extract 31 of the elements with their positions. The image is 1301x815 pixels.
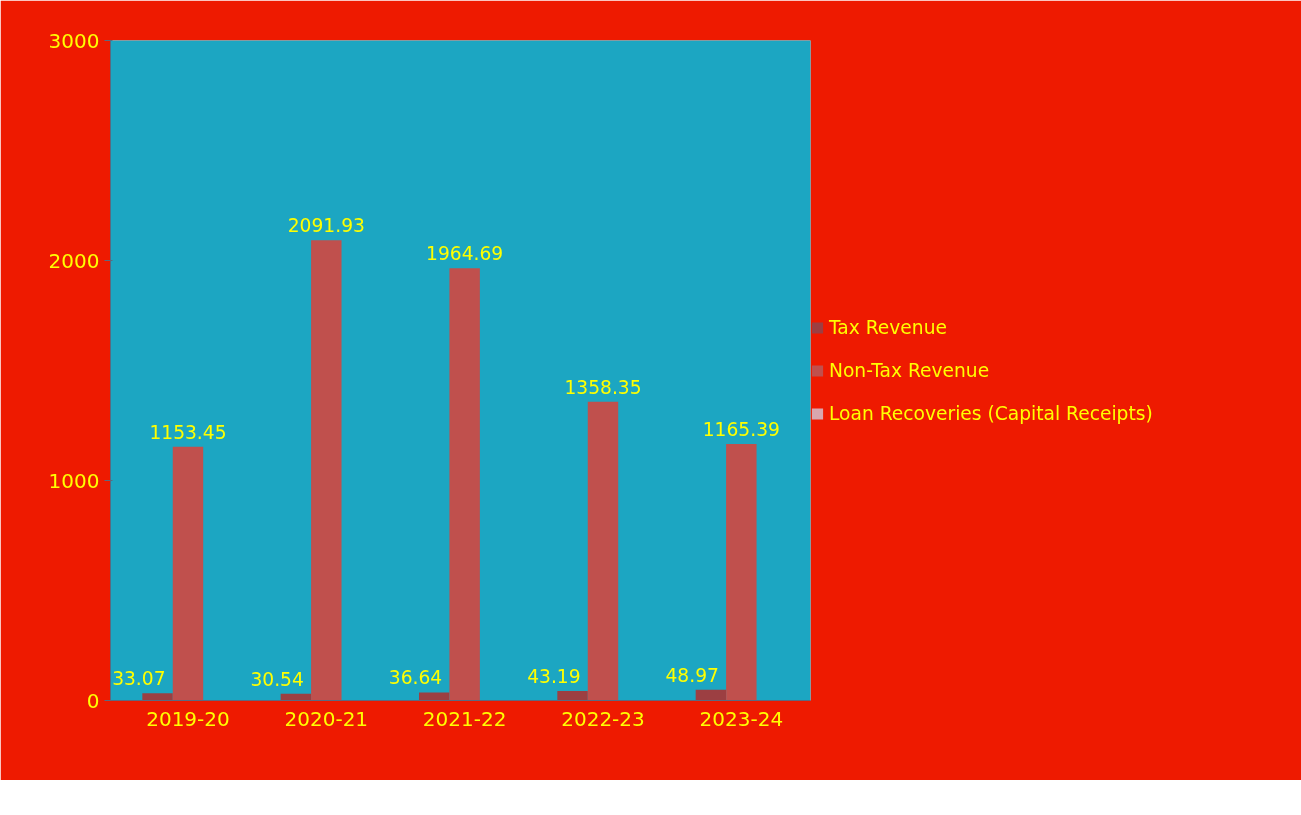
x-tick-label: 2020-21: [284, 706, 369, 731]
bar: [587, 401, 619, 701]
data-label: 43.19: [527, 666, 581, 687]
y-tick-label: 0: [86, 688, 100, 713]
bar: [419, 692, 450, 701]
bar: [172, 446, 204, 701]
legend-label: Non-Tax Revenue: [829, 359, 990, 381]
legend-label: Tax Revenue: [829, 316, 947, 338]
data-label: 36.64: [388, 667, 443, 689]
y-tick-label: 2000: [48, 248, 100, 273]
data-label: 30.54: [250, 668, 304, 690]
bar: [695, 689, 727, 701]
bar: [142, 693, 173, 701]
bar: [726, 444, 757, 701]
data-label: 2091.93: [287, 215, 365, 237]
y-tick-label: 3000: [48, 28, 100, 53]
data-label: 48.97: [665, 664, 719, 686]
bar: [449, 268, 480, 701]
data-label: 1153.45: [149, 421, 227, 443]
x-tick-label: 2021-22: [422, 706, 507, 731]
x-tick-label: 2019-20: [146, 706, 230, 731]
legend-label: Loan Recoveries (Capital Receipts): [829, 402, 1153, 424]
bar: [311, 240, 342, 701]
x-tick-label: 2023-24: [699, 706, 784, 731]
data-label: 1964.69: [426, 243, 504, 265]
data-label: 1165.39: [702, 419, 780, 441]
data-label: 33.07: [112, 668, 166, 690]
x-tick-label: 2022-23: [561, 706, 645, 731]
bar: [557, 691, 588, 701]
data-label: 1358.35: [564, 376, 642, 398]
y-tick-label: 1000: [48, 468, 100, 493]
